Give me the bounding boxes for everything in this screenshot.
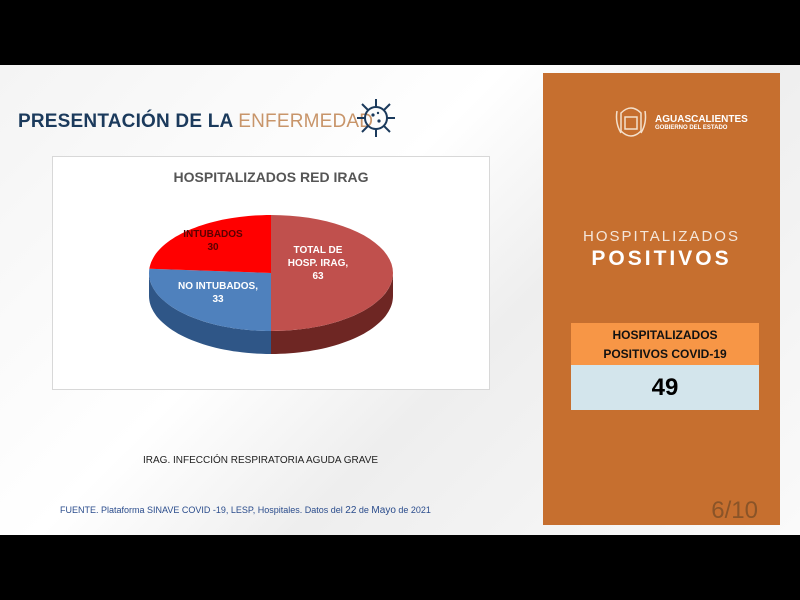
slice-side-1 bbox=[149, 273, 271, 354]
logo-sub: GOBIERNO DEL ESTADO bbox=[655, 125, 728, 131]
slice-label-no-intubados: NO INTUBADOS, 33 bbox=[178, 281, 258, 305]
page-number: 6/10 bbox=[711, 497, 758, 524]
virus-icon bbox=[357, 99, 395, 137]
pie-slice-no-intubados bbox=[149, 268, 271, 331]
pie-chart: HOSPITALIZADOS RED IRAG TOTAL DE HOSP. IR… bbox=[52, 156, 490, 390]
side-panel: AGUASCALIENTES GOBIERNO DEL ESTADO HOSPIT… bbox=[543, 73, 780, 525]
chart-title: HOSPITALIZADOS RED IRAG bbox=[173, 169, 369, 185]
slice-label-total: TOTAL DE HOSP. IRAG, 63 bbox=[287, 245, 349, 282]
coat-of-arms-icon bbox=[615, 107, 647, 137]
stat-label: HOSPITALIZADOS POSITIVOS COVID-19 bbox=[571, 323, 759, 365]
panel-subheading: POSITIVOS bbox=[591, 247, 732, 270]
slice-side-0 bbox=[271, 273, 393, 354]
government-logo: AGUASCALIENTES GOBIERNO DEL ESTADO bbox=[613, 103, 748, 143]
slide: PRESENTACIÓN DE LA ENFERMEDAD HOSPITALIZ… bbox=[0, 65, 800, 535]
irag-note: IRAG. INFECCIÓN RESPIRATORIA AGUDA GRAVE bbox=[143, 455, 379, 466]
title-accent: ENFERMEDAD bbox=[238, 111, 374, 132]
source-text: FUENTE. Plataforma SINAVE COVID -19, LES… bbox=[60, 505, 431, 516]
logo-name: AGUASCALIENTES bbox=[655, 114, 748, 125]
panel-heading: HOSPITALIZADOS bbox=[583, 228, 740, 245]
pie-svg bbox=[149, 215, 393, 354]
slice-label-intubados: INTUBADOS 30 bbox=[183, 229, 243, 253]
pie-slice-total-de-hosp-irag bbox=[271, 215, 393, 331]
title-bold: PRESENTACIÓN DE LA bbox=[18, 111, 239, 132]
slide-title: PRESENTACIÓN DE LA ENFERMEDAD bbox=[18, 111, 373, 133]
pie-slice-intubados bbox=[149, 215, 271, 273]
stat-value: 49 bbox=[571, 365, 759, 410]
